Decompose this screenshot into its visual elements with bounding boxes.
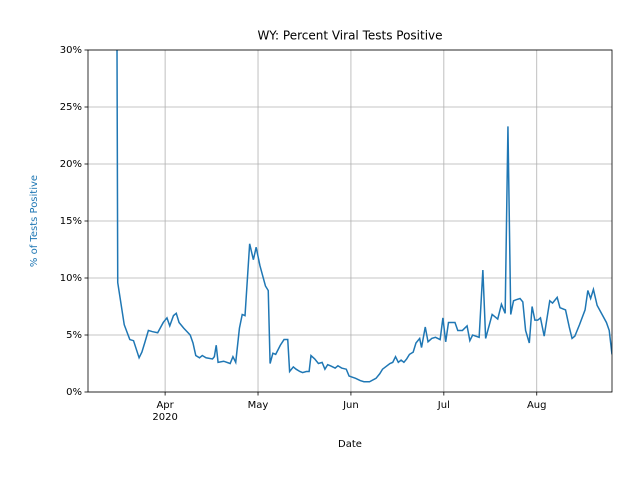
data-line: [116, 50, 612, 383]
x-tick-label: Apr 2020: [152, 400, 178, 423]
y-axis-label: % of Tests Positive: [29, 175, 40, 267]
chart-title: WY: Percent Viral Tests Positive: [257, 29, 442, 43]
x-tick-label: Jun: [343, 400, 359, 411]
x-tick-label: May: [247, 400, 269, 411]
x-tick-label: Jul: [437, 400, 450, 411]
x-tick-label: Aug: [526, 400, 547, 411]
y-tick-label: 5%: [66, 330, 82, 341]
y-tick-label: 10%: [60, 273, 82, 284]
y-tick-label: 25%: [60, 102, 82, 113]
x-axis-label: Date: [338, 439, 362, 450]
y-tick-label: 30%: [60, 45, 82, 56]
y-tick-label: 15%: [60, 216, 82, 227]
plot-frame: [87, 49, 613, 393]
y-tick-label: 0%: [66, 387, 82, 398]
y-tick-label: 20%: [60, 159, 82, 170]
